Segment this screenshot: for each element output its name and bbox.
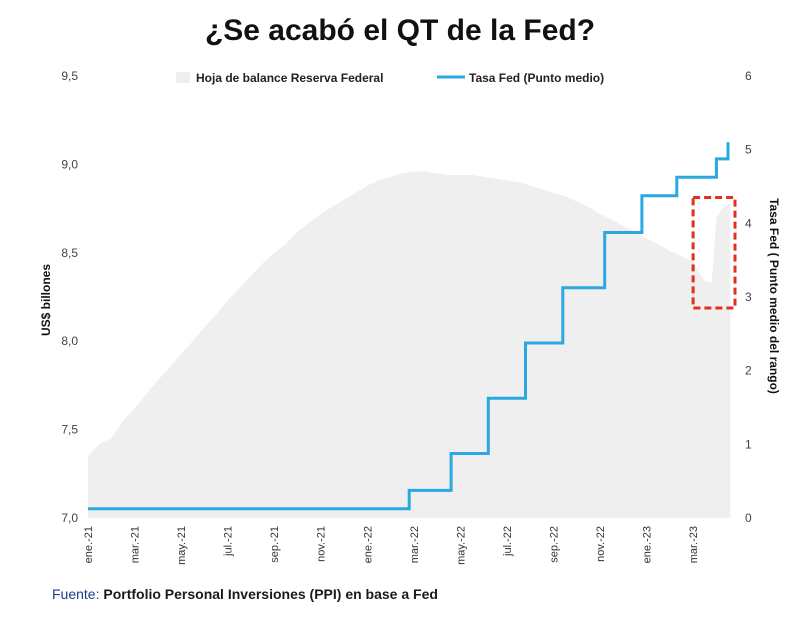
x-tick-label: nov.-21 bbox=[316, 526, 328, 562]
x-axis-ticks: ene.-21 mar.-21 may.-21 jul.-21 sep.-21 nov.-… bbox=[83, 526, 700, 565]
balance-sheet-area-layer bbox=[88, 171, 731, 518]
x-tick-label: mar.-22 bbox=[409, 526, 421, 563]
right-axis-ticks: 0 1 2 3 4 5 6 bbox=[745, 69, 752, 525]
left-axis-ticks: 7,0 7,5 8,0 8,5 9,0 9,5 bbox=[61, 69, 78, 525]
x-tick-label: may.-22 bbox=[455, 526, 467, 565]
x-tick-label: jul.-22 bbox=[502, 526, 514, 557]
x-tick-label: ene.-23 bbox=[642, 526, 654, 563]
legend-label-balance: Hoja de balance Reserva Federal bbox=[196, 71, 383, 85]
x-tick-label: may.-21 bbox=[176, 526, 188, 565]
source-label: Fuente: bbox=[52, 586, 100, 602]
balance-sheet-area bbox=[88, 171, 731, 518]
right-axis-title: Tasa Fed ( Punto medio del rango) bbox=[767, 198, 781, 394]
fed-rate-line-layer bbox=[88, 142, 730, 511]
x-tick-label: sep.-22 bbox=[549, 526, 561, 563]
x-tick-label: ene.-21 bbox=[83, 526, 95, 563]
fed-rate-line bbox=[88, 142, 730, 511]
right-tick-label: 4 bbox=[745, 216, 752, 230]
right-tick-label: 5 bbox=[745, 143, 752, 157]
left-tick-label: 8,5 bbox=[61, 246, 78, 260]
source-text: Portfolio Personal Inversiones (PPI) en … bbox=[103, 586, 438, 602]
left-axis-title: US$ billones bbox=[39, 264, 53, 336]
x-tick-label: jul.-21 bbox=[223, 526, 235, 557]
source-note: Fuente: Portfolio Personal Inversiones (… bbox=[52, 586, 438, 602]
right-tick-label: 1 bbox=[745, 437, 752, 451]
left-tick-label: 9,5 bbox=[61, 69, 78, 83]
x-tick-label: mar.-23 bbox=[688, 526, 700, 563]
x-tick-label: sep.-21 bbox=[269, 526, 281, 563]
x-tick-label: nov.-22 bbox=[595, 526, 607, 562]
chart-title: ¿Se acabó el QT de la Fed? bbox=[205, 14, 595, 47]
x-tick-label: ene.-22 bbox=[362, 526, 374, 563]
left-tick-label: 7,5 bbox=[61, 423, 78, 437]
left-tick-label: 9,0 bbox=[61, 157, 78, 171]
right-tick-label: 3 bbox=[745, 290, 752, 304]
right-tick-label: 0 bbox=[745, 511, 752, 525]
right-tick-label: 2 bbox=[745, 364, 752, 378]
left-tick-label: 8,0 bbox=[61, 334, 78, 348]
right-tick-label: 6 bbox=[745, 69, 752, 83]
x-tick-label: mar.-21 bbox=[130, 526, 142, 563]
legend-swatch-balance bbox=[176, 72, 190, 83]
legend-label-rate: Tasa Fed (Punto medio) bbox=[469, 71, 604, 85]
left-tick-label: 7,0 bbox=[61, 511, 78, 525]
